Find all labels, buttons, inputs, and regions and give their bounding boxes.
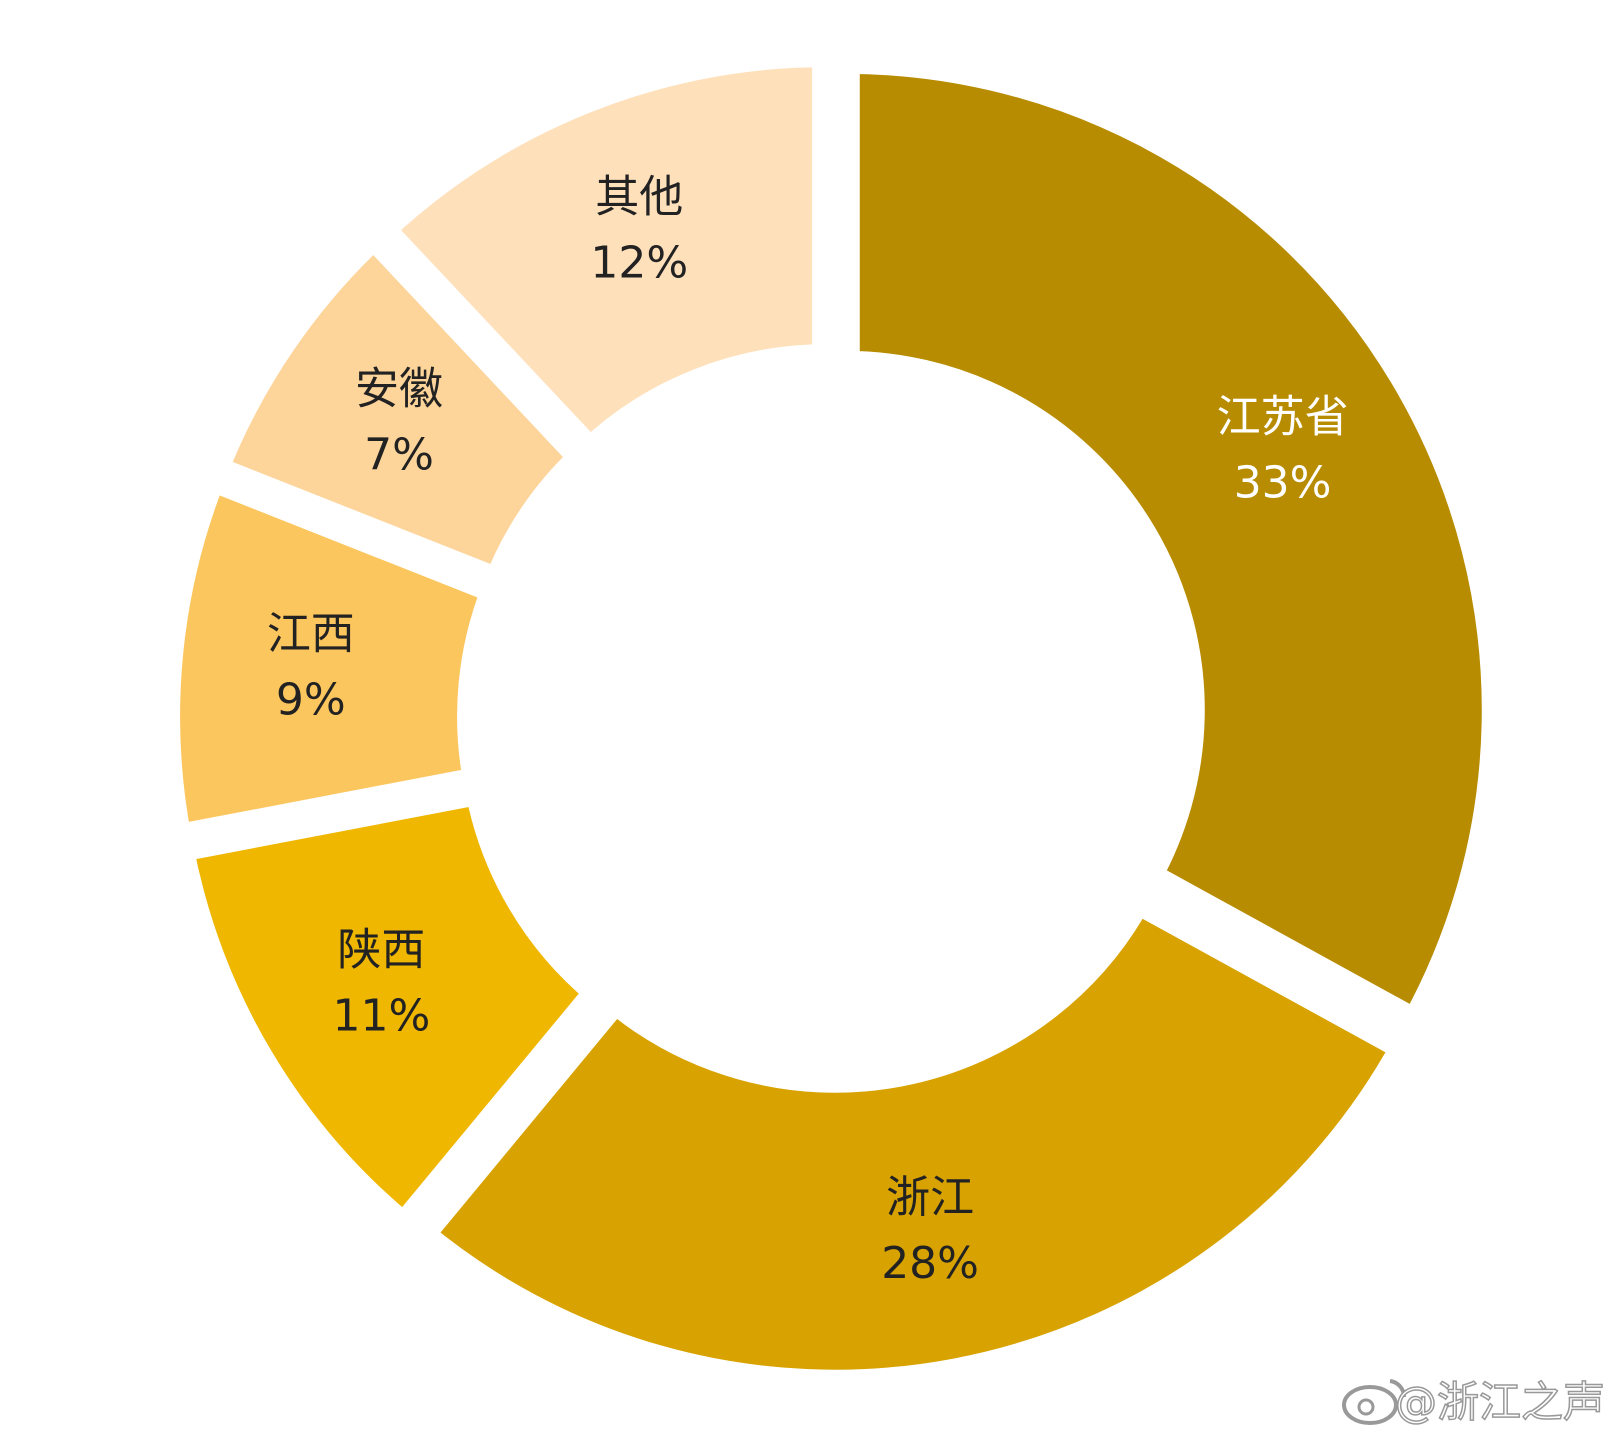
- value-label: 11%: [333, 990, 431, 1041]
- donut-slice: [400, 880, 1424, 1398]
- donut-slice: [831, 45, 1510, 1043]
- donut-slice: [152, 459, 514, 855]
- category-label: 江苏省: [1217, 392, 1349, 443]
- donut-slice: [163, 774, 619, 1247]
- value-label: 12%: [590, 237, 688, 288]
- category-label: 陕西: [337, 924, 425, 975]
- category-label: 江西: [267, 609, 355, 660]
- value-label: 28%: [881, 1238, 979, 1289]
- value-label: 33%: [1234, 458, 1332, 509]
- value-label: 9%: [276, 675, 346, 726]
- category-label: 其他: [595, 171, 683, 222]
- donut-slice: [361, 39, 841, 472]
- category-label: 安徽: [355, 364, 443, 415]
- value-label: 7%: [364, 430, 434, 481]
- weibo-icon: [1342, 1379, 1407, 1425]
- watermark: @浙江之声: [1395, 1378, 1605, 1427]
- category-label: 浙江: [886, 1172, 974, 1223]
